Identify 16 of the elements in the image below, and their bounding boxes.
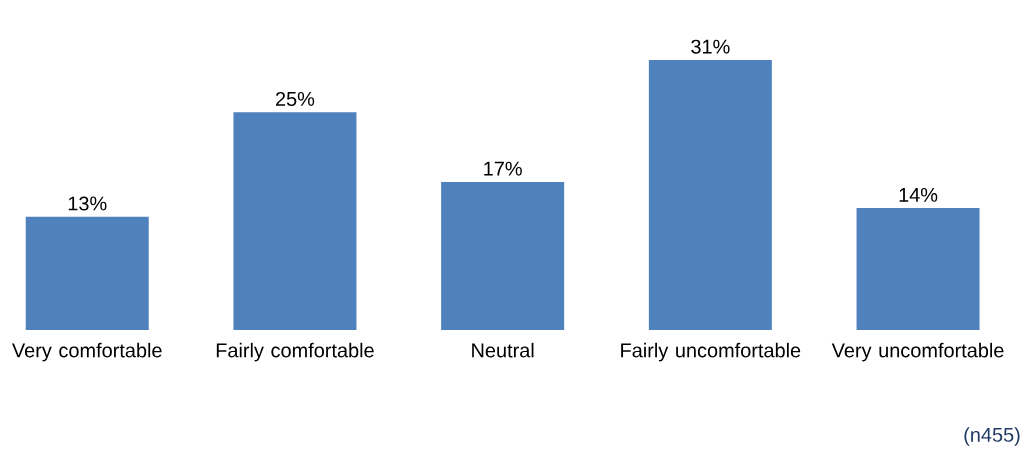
bar	[648, 59, 772, 330]
x-tick-label: Very comfortable	[12, 342, 162, 362]
x-tick-label: Very uncomfortable	[831, 342, 1004, 362]
data-label: 13%	[68, 196, 107, 211]
bar	[441, 181, 565, 330]
data-label: 17%	[484, 161, 522, 176]
data-label: 25%	[276, 91, 315, 106]
x-tick-label: Fairly uncomfortable	[621, 342, 801, 362]
data-label: 14%	[899, 187, 938, 202]
data-label: 31%	[691, 39, 730, 54]
bar	[856, 208, 980, 330]
bar	[233, 112, 357, 330]
bar	[25, 216, 149, 330]
x-tick-label: Fairly comfortable	[216, 342, 374, 362]
text: (n455)	[964, 427, 1020, 446]
x-tick-label: Neutral	[472, 342, 534, 358]
